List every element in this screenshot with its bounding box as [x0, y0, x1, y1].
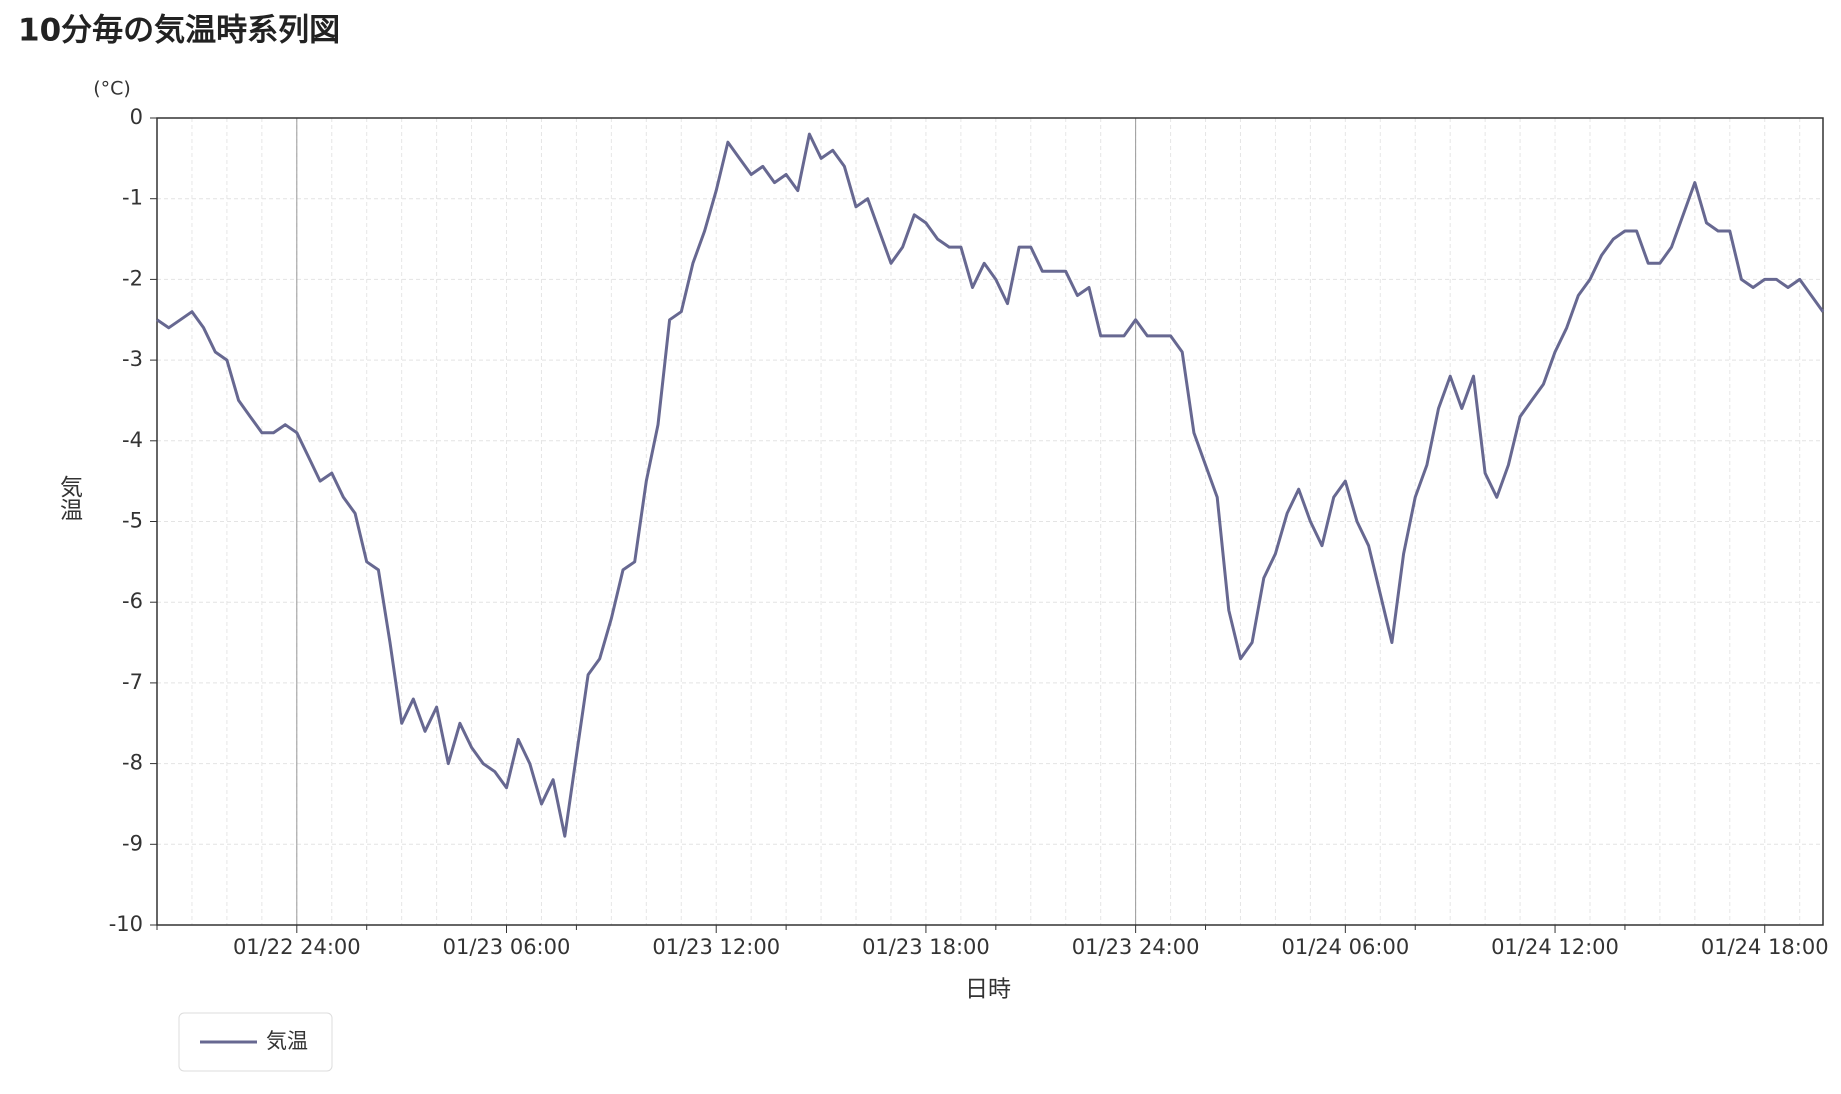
legend-label: 気温	[266, 1029, 308, 1053]
x-tick-label: 01/22 24:00	[233, 935, 361, 959]
y-tick-label: -6	[122, 589, 143, 613]
y-tick-label: -3	[122, 347, 143, 371]
x-tick-label: 01/24 18:00	[1701, 935, 1829, 959]
y-tick-label: -2	[122, 266, 143, 290]
x-axis-label: 日時	[965, 977, 1011, 1003]
temperature-line	[156, 132, 1825, 838]
x-tick-label: 01/23 18:00	[862, 935, 990, 959]
y-tick-label: -8	[122, 751, 143, 775]
x-tick-label: 01/23 06:00	[443, 935, 571, 959]
x-tick-label: 01/23 24:00	[1072, 935, 1200, 959]
y-tick-label: -9	[122, 831, 143, 855]
y-tick-label: -1	[122, 186, 143, 210]
y-tick-label: -5	[122, 509, 143, 533]
y-tick-label: 0	[130, 105, 143, 129]
y-tick-label: -7	[122, 670, 143, 694]
chart-title: 10分毎の気温時系列図	[18, 13, 340, 49]
x-tick-label: 01/24 06:00	[1281, 935, 1409, 959]
y-tick-label: -4	[122, 428, 143, 452]
plot-frame	[156, 117, 1824, 926]
x-tick-label: 01/23 12:00	[652, 935, 780, 959]
y-tick-label: -10	[109, 912, 143, 936]
x-tick-label: 01/24 12:00	[1491, 935, 1619, 959]
y-axis-label: 気温	[56, 475, 84, 521]
y-unit: (°C)	[93, 78, 131, 100]
